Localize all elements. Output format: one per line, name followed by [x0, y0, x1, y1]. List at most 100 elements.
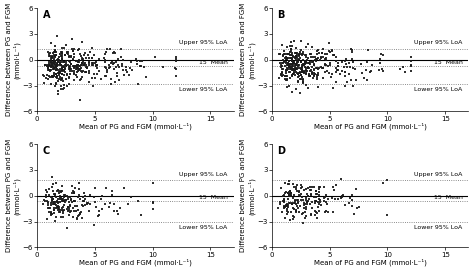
Point: [137, 64, 145, 69]
Point: [308, 60, 315, 64]
Point: [332, 66, 340, 70]
Point: [314, 55, 322, 60]
Point: [379, 53, 387, 57]
Point: [298, 60, 305, 64]
Point: [287, 66, 295, 70]
Point: [304, 42, 311, 47]
Point: [58, 50, 66, 54]
Point: [119, 58, 127, 62]
Point: [299, 52, 306, 57]
Point: [58, 54, 65, 58]
Point: [349, 66, 356, 70]
Point: [292, 208, 300, 213]
Point: [288, 61, 296, 66]
Text: C: C: [43, 146, 50, 156]
Point: [280, 206, 288, 211]
Point: [316, 200, 324, 204]
Point: [300, 70, 308, 74]
Point: [300, 70, 308, 75]
Point: [76, 211, 83, 216]
Point: [127, 195, 135, 199]
Point: [356, 205, 363, 209]
Text: Upper 95% LoA: Upper 95% LoA: [414, 40, 463, 45]
Point: [315, 200, 322, 205]
Point: [302, 66, 310, 71]
Text: Upper 95% LoA: Upper 95% LoA: [179, 40, 228, 45]
Point: [85, 71, 93, 75]
Point: [280, 59, 288, 63]
Point: [97, 197, 104, 202]
Point: [304, 200, 311, 204]
Point: [291, 198, 299, 203]
Point: [102, 186, 110, 190]
Point: [309, 72, 316, 76]
Point: [114, 211, 121, 216]
Point: [58, 196, 65, 200]
Point: [126, 66, 134, 70]
Point: [285, 193, 293, 197]
Point: [66, 195, 74, 199]
Point: [69, 49, 77, 53]
Point: [299, 52, 306, 56]
Y-axis label: Difference between PG and FGM
(mmol·L⁻¹): Difference between PG and FGM (mmol·L⁻¹): [6, 3, 21, 116]
Point: [296, 71, 303, 75]
Point: [59, 65, 66, 69]
Point: [306, 74, 313, 78]
Point: [292, 198, 299, 202]
Point: [70, 71, 77, 75]
Point: [56, 61, 64, 66]
Point: [110, 202, 118, 206]
Point: [301, 58, 309, 63]
Point: [65, 75, 73, 79]
Point: [70, 199, 78, 203]
Point: [286, 194, 293, 198]
Point: [56, 197, 64, 201]
Point: [109, 60, 116, 64]
Point: [289, 61, 297, 65]
Point: [73, 70, 81, 75]
Point: [128, 67, 136, 72]
Point: [44, 64, 51, 68]
Point: [107, 65, 114, 69]
Point: [46, 68, 54, 73]
Point: [310, 67, 318, 71]
Point: [66, 67, 73, 71]
Point: [92, 63, 100, 67]
Point: [50, 71, 58, 75]
Point: [286, 63, 294, 67]
Point: [306, 74, 313, 78]
Point: [76, 78, 83, 82]
Point: [141, 65, 148, 70]
Point: [81, 63, 88, 68]
Point: [309, 185, 316, 189]
Point: [74, 63, 82, 67]
Point: [290, 193, 298, 197]
Point: [288, 67, 296, 72]
Point: [298, 64, 305, 69]
Point: [49, 64, 56, 69]
Point: [304, 194, 312, 198]
Point: [52, 75, 59, 79]
Point: [89, 55, 96, 60]
Point: [68, 37, 76, 41]
Point: [95, 213, 103, 218]
Point: [73, 67, 81, 72]
Point: [311, 201, 319, 205]
Point: [348, 204, 356, 208]
Point: [297, 60, 305, 64]
Point: [298, 212, 306, 217]
Point: [58, 56, 65, 60]
Point: [288, 193, 295, 197]
Point: [296, 193, 303, 198]
Point: [172, 74, 180, 78]
Point: [80, 60, 87, 64]
Point: [87, 193, 94, 197]
Point: [46, 187, 53, 191]
Point: [86, 50, 94, 54]
Point: [93, 66, 101, 70]
Point: [71, 78, 78, 82]
Point: [287, 49, 295, 54]
Point: [312, 189, 320, 194]
Point: [283, 57, 290, 61]
Point: [299, 81, 306, 85]
